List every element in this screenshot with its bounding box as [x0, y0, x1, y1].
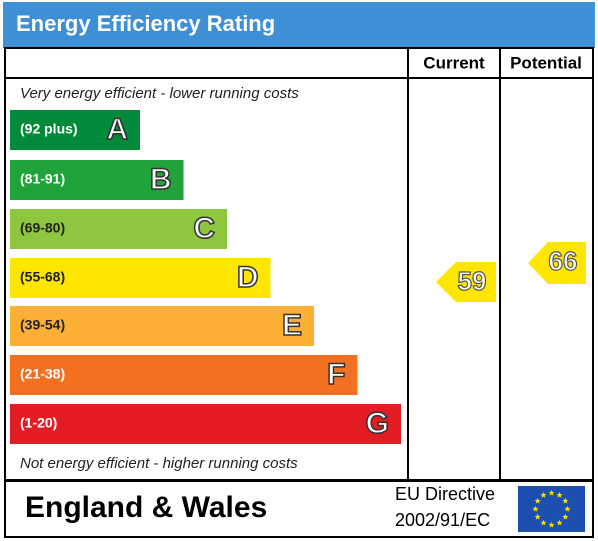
rating-bar: [10, 110, 140, 150]
header-bar: [3, 2, 595, 48]
rating-letter: D: [237, 261, 259, 294]
current-arrow: [436, 262, 496, 302]
rating-range: (39-54): [20, 317, 65, 333]
directive: EU Directive: [395, 484, 495, 504]
rating-range: (92 plus): [20, 121, 78, 137]
footer-frame: [4, 480, 594, 538]
rating-range: (81-91): [20, 171, 65, 187]
bottom-note: Not energy efficient - higher running co…: [20, 455, 298, 472]
eu-star: [562, 513, 569, 520]
rating-range: (69-80): [20, 220, 65, 236]
potential-arrow: [528, 242, 586, 284]
eu-star: [556, 519, 563, 526]
eu-star: [548, 489, 555, 496]
rating-range: (55-68): [20, 269, 65, 285]
top-note: Very energy efficient - lower running co…: [20, 85, 299, 102]
rating-bar: [10, 209, 227, 249]
eu-star: [564, 505, 571, 512]
eu-star: [540, 519, 547, 526]
current-value: 59: [458, 266, 487, 296]
rating-letter: A: [106, 113, 128, 146]
rating-bar: [10, 306, 314, 346]
eu-star: [540, 491, 547, 498]
eu-star: [556, 491, 563, 498]
directive: 2002/91/EC: [395, 510, 490, 530]
rating-bar: [10, 258, 271, 298]
rating-bar: [10, 404, 401, 444]
eu-star: [532, 505, 539, 512]
rating-letter: G: [366, 407, 389, 440]
rating-letter: F: [327, 358, 345, 391]
column-header: Potential: [510, 53, 582, 72]
rating-range: (21-38): [20, 366, 65, 382]
eu-star: [562, 497, 569, 504]
rating-letter: C: [193, 212, 215, 245]
eu-star: [534, 497, 541, 504]
rating-bar: [10, 160, 184, 200]
region: England & Wales: [25, 491, 267, 524]
rating-letter: B: [150, 163, 172, 196]
eu-star: [534, 513, 541, 520]
rating-range: (1-20): [20, 415, 57, 431]
title: Energy Efficiency Rating: [16, 11, 275, 36]
column-header: Current: [423, 53, 485, 72]
rating-letter: E: [282, 309, 302, 342]
rating-bar: [10, 355, 358, 395]
eu-star: [548, 521, 555, 528]
potential-value: 66: [549, 246, 578, 276]
